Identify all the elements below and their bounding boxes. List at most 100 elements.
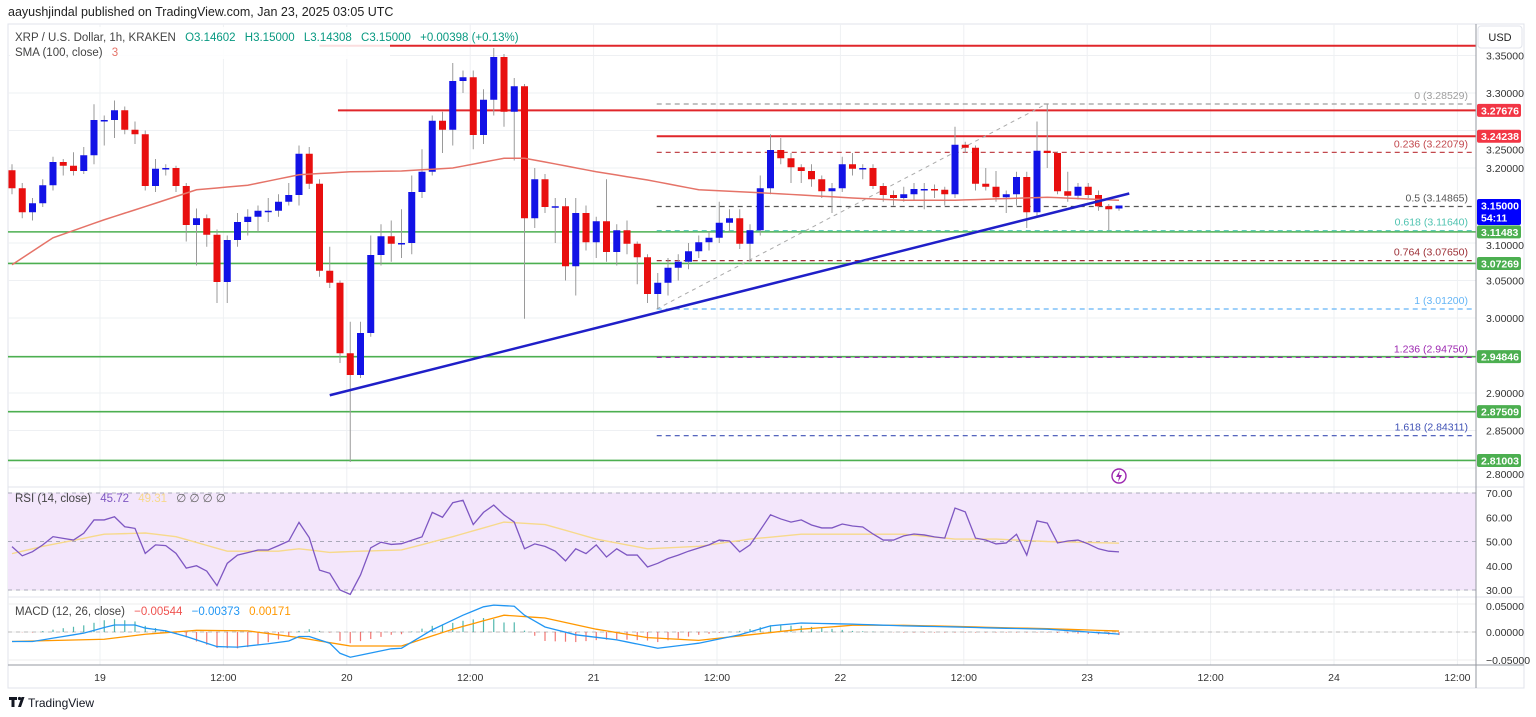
price-tick-label: 3.05000 xyxy=(1486,276,1524,288)
candle-down xyxy=(172,168,180,186)
time-tick-label: 19 xyxy=(94,672,106,684)
candle-down xyxy=(541,179,549,207)
macd-histogram-value: −0.00544 xyxy=(134,606,183,618)
candle-up xyxy=(428,120,436,172)
candle-up xyxy=(377,236,385,255)
time-tick-label: 21 xyxy=(588,672,600,684)
currency-button[interactable] xyxy=(1477,25,1523,49)
candle-up xyxy=(480,99,487,135)
candle-up xyxy=(695,242,703,252)
candle-up xyxy=(244,216,252,222)
candle-down xyxy=(1105,206,1113,210)
price-tick-label: 3.25000 xyxy=(1486,145,1524,157)
macd-line xyxy=(12,604,1120,658)
close-value: C3.15000 xyxy=(361,32,411,44)
fib-level-label: 0.764 (3.07650) xyxy=(1394,247,1468,259)
price-badge xyxy=(1477,256,1521,270)
rsi-legend[interactable]: RSI (14, close) 45.72 49.31 ∅ ∅ ∅ ∅ xyxy=(15,493,226,505)
macd-tick-label: −0.05000 xyxy=(1486,655,1530,667)
time-tick-label: 12:00 xyxy=(1444,672,1470,684)
candle-up xyxy=(275,201,282,211)
rsi-line xyxy=(11,499,1120,596)
candle-up xyxy=(951,144,959,195)
candle-up xyxy=(674,261,682,268)
rsi-tick-label: 50.00 xyxy=(1486,537,1512,549)
fib-level-label: 1.618 (2.84311) xyxy=(1395,422,1468,434)
symbol-name: XRP / U.S. Dollar, 1h, KRAKEN xyxy=(15,32,176,44)
candle-up xyxy=(398,243,405,245)
candle-down xyxy=(1054,153,1061,192)
fib-level-label: 1.236 (2.94750) xyxy=(1394,343,1468,355)
candle-down xyxy=(603,221,610,252)
candle-up xyxy=(285,195,293,202)
macd-value: −0.00373 xyxy=(192,606,240,618)
candle-up xyxy=(1013,177,1020,195)
rsi-ma-value: 49.31 xyxy=(138,493,167,505)
fib-level-label: 0.236 (3.22079) xyxy=(1394,138,1468,150)
rsi-extra-values: ∅ ∅ ∅ ∅ xyxy=(176,493,226,505)
symbol-legend[interactable]: XRP / U.S. Dollar, 1h, KRAKEN O3.14602 H… xyxy=(15,32,519,44)
price-badge xyxy=(1477,199,1521,225)
high-value: H3.15000 xyxy=(245,32,295,44)
candle-down xyxy=(316,183,323,271)
candle-down xyxy=(890,195,897,198)
change-value: +0.00398 (+0.13%) xyxy=(420,32,519,44)
price-badge-value: 3.07269 xyxy=(1481,258,1519,270)
candle-up xyxy=(746,230,754,244)
candle-up xyxy=(90,120,98,156)
macd-pane[interactable] xyxy=(8,604,1476,658)
candle-up xyxy=(1002,194,1010,198)
candle-up xyxy=(664,267,672,283)
published-caption: aayushjindal published on TradingView.co… xyxy=(8,5,393,19)
price-tick-label: 3.35000 xyxy=(1486,51,1524,63)
price-badge-value: 3.11483 xyxy=(1481,227,1519,239)
price-tick-label: 3.00000 xyxy=(1486,313,1524,325)
price-badge xyxy=(1477,129,1521,143)
candle-down xyxy=(879,186,887,195)
candle-up xyxy=(828,188,836,192)
price-axis[interactable]: 3.35000 3.30000 3.25000 3.20000 3.10000 3.050… xyxy=(1477,51,1530,668)
time-tick-label: 12:00 xyxy=(457,672,483,684)
candle-up xyxy=(1115,205,1123,209)
lightning-icon[interactable] xyxy=(1111,468,1127,484)
candle-down xyxy=(992,186,1000,198)
candle-up xyxy=(900,194,908,198)
candle-down xyxy=(213,234,221,282)
sma-legend[interactable]: SMA (100, close) 3 xyxy=(15,47,118,59)
price-badge xyxy=(1477,453,1521,467)
tradingview-logo[interactable]: TradingView xyxy=(9,696,94,710)
price-badge-value: 3.15000 xyxy=(1481,201,1519,213)
price-badge xyxy=(1477,225,1521,239)
candle-up xyxy=(654,282,662,294)
candle-down xyxy=(387,236,395,244)
candle-up xyxy=(531,179,539,219)
candle-up xyxy=(592,221,600,243)
candle-up xyxy=(756,188,764,231)
candle-up xyxy=(859,168,867,170)
candle-up xyxy=(449,81,457,130)
price-badge-value: 3.24238 xyxy=(1481,131,1519,143)
rsi-tick-label: 40.00 xyxy=(1486,561,1512,573)
time-tick-label: 12:00 xyxy=(951,672,977,684)
candle-down xyxy=(808,171,815,180)
candle-down xyxy=(336,282,344,354)
candle-up xyxy=(510,86,518,112)
macd-tick-label: 0.00000 xyxy=(1486,627,1524,639)
time-axis[interactable]: 19 12:00 20 12:00 21 12:00 22 12:00 23 12:00 24 12:… xyxy=(94,672,1471,684)
candle-up xyxy=(838,164,846,189)
currency-label: USD xyxy=(1488,32,1511,44)
candle-up xyxy=(100,120,108,122)
candle-down xyxy=(1084,186,1092,195)
price-tick-label: 2.85000 xyxy=(1486,426,1524,438)
candle-down xyxy=(439,120,446,130)
price-badge-value: 2.87509 xyxy=(1481,407,1519,419)
rsi-pane[interactable] xyxy=(8,492,1476,596)
candle-up xyxy=(726,218,733,223)
candle-up xyxy=(39,185,47,204)
macd-legend[interactable]: MACD (12, 26, close) −0.00544 −0.00373 0… xyxy=(15,606,291,618)
candle-down xyxy=(1023,177,1031,213)
time-tick-label: 22 xyxy=(835,672,847,684)
candle-up xyxy=(459,77,467,81)
price-tick-label: 2.90000 xyxy=(1486,388,1524,400)
